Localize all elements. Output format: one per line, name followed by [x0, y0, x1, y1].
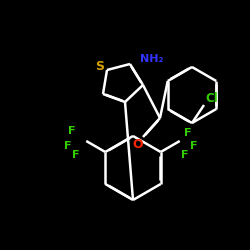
- Text: F: F: [68, 126, 76, 136]
- Text: F: F: [181, 150, 188, 160]
- Text: NH₂: NH₂: [140, 54, 164, 64]
- Text: F: F: [184, 128, 192, 138]
- Text: O: O: [133, 138, 143, 151]
- Text: F: F: [72, 150, 80, 160]
- Text: Cl: Cl: [206, 92, 218, 104]
- Text: S: S: [96, 60, 104, 72]
- Text: F: F: [190, 141, 198, 151]
- Text: F: F: [64, 141, 72, 151]
